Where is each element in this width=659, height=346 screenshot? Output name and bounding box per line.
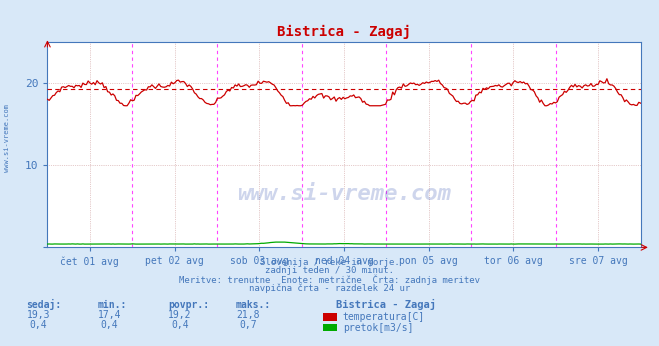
Text: 19,2: 19,2 bbox=[168, 310, 192, 320]
Text: 0,4: 0,4 bbox=[30, 320, 47, 330]
Text: 0,4: 0,4 bbox=[171, 320, 188, 330]
Text: zadnji teden / 30 minut.: zadnji teden / 30 minut. bbox=[265, 266, 394, 275]
Text: maks.:: maks.: bbox=[236, 300, 271, 310]
Text: 17,4: 17,4 bbox=[98, 310, 121, 320]
Title: Bistrica - Zagaj: Bistrica - Zagaj bbox=[277, 25, 411, 39]
Text: Bistrica - Zagaj: Bistrica - Zagaj bbox=[336, 299, 436, 310]
Text: pretok[m3/s]: pretok[m3/s] bbox=[343, 323, 413, 333]
Text: www.si-vreme.com: www.si-vreme.com bbox=[3, 104, 10, 172]
Text: min.:: min.: bbox=[98, 300, 127, 310]
Text: povpr.:: povpr.: bbox=[168, 300, 209, 310]
Text: 19,3: 19,3 bbox=[26, 310, 50, 320]
Text: Slovenija / reke in morje.: Slovenija / reke in morje. bbox=[260, 258, 399, 267]
Text: temperatura[C]: temperatura[C] bbox=[343, 312, 425, 322]
Text: Meritve: trenutne  Enote: metrične  Črta: zadnja meritev: Meritve: trenutne Enote: metrične Črta: … bbox=[179, 274, 480, 285]
Text: 0,4: 0,4 bbox=[101, 320, 118, 330]
Text: 21,8: 21,8 bbox=[236, 310, 260, 320]
Text: www.si-vreme.com: www.si-vreme.com bbox=[237, 184, 451, 204]
Text: 0,7: 0,7 bbox=[239, 320, 256, 330]
Text: sedaj:: sedaj: bbox=[26, 299, 61, 310]
Text: navpična črta - razdelek 24 ur: navpična črta - razdelek 24 ur bbox=[249, 284, 410, 293]
